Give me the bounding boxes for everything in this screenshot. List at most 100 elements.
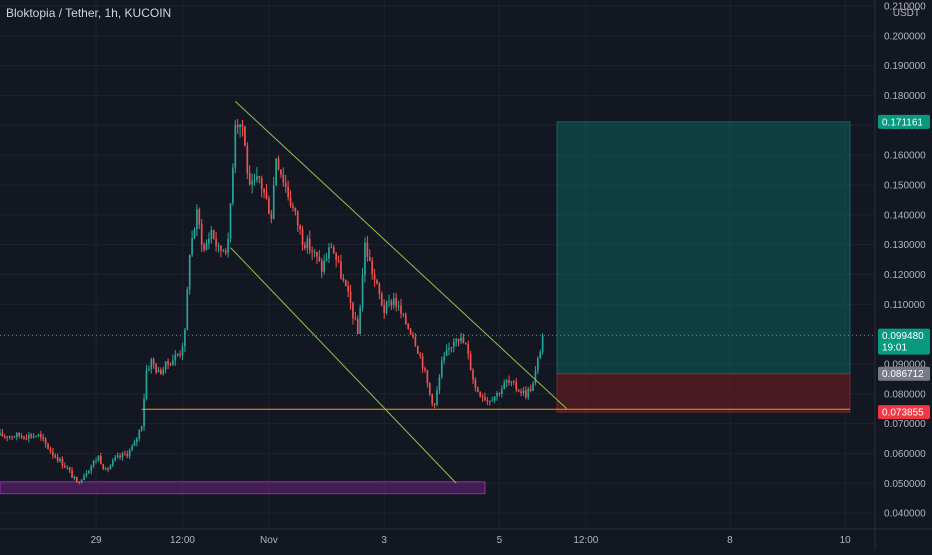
candle-body: [443, 355, 446, 361]
candle-body: [356, 319, 359, 334]
candle-body: [1, 432, 4, 437]
y-tick-label: 0.130000: [884, 240, 926, 251]
x-tick-label: 5: [497, 535, 503, 546]
candle-body: [244, 126, 246, 146]
candle-body: [323, 260, 325, 272]
candle-body: [100, 455, 102, 465]
candle-body: [409, 328, 412, 335]
grid: [0, 0, 874, 528]
candle-body: [289, 196, 292, 206]
candle-body: [472, 370, 474, 380]
x-tick-label: 29: [90, 535, 102, 546]
candle-body: [116, 455, 119, 458]
candle-body: [248, 173, 251, 185]
candle-body: [275, 158, 277, 186]
candle-body: [37, 434, 40, 437]
candle-body: [126, 454, 129, 457]
candle-body: [83, 475, 85, 480]
x-tick-label: 12:00: [170, 535, 195, 546]
candle-body: [253, 180, 256, 182]
candle-body: [61, 458, 64, 466]
candle-body: [3, 436, 6, 438]
candle-body: [200, 224, 203, 245]
candle-body: [400, 305, 402, 314]
candle-body: [344, 279, 347, 286]
candle-body: [80, 479, 83, 483]
candle-body: [486, 399, 489, 401]
countdown-label: 19:01: [882, 343, 907, 354]
candle-body: [63, 465, 66, 468]
candle-body: [426, 370, 429, 384]
candle-body: [51, 451, 54, 456]
candle-body: [107, 468, 109, 470]
candle-body: [448, 348, 450, 350]
candle-body: [457, 338, 460, 342]
y-tick-label: 0.160000: [884, 151, 926, 162]
y-tick-label: 0.060000: [884, 449, 926, 460]
y-tick-label: 0.110000: [884, 300, 925, 311]
candle-body: [380, 293, 383, 306]
candle-body: [27, 434, 30, 439]
candle-body: [460, 337, 462, 342]
y-tick-label: 0.210000: [884, 1, 926, 12]
candle-body: [445, 349, 448, 356]
candle-body: [395, 298, 398, 307]
candle-body: [517, 389, 520, 392]
demand-zone: [0, 481, 486, 495]
candle-body: [498, 392, 501, 395]
candle-body: [280, 169, 282, 175]
candle-body: [229, 202, 232, 239]
candle-body: [114, 457, 117, 461]
candle-body: [520, 391, 522, 393]
time-axis: 29 12:00 Nov 3 5 12:00 8 10: [90, 535, 851, 546]
price-tag: [878, 366, 930, 381]
y-tick-label: 0.070000: [884, 419, 926, 430]
y-tick-label: 0.140000: [884, 210, 926, 221]
candle-body: [282, 174, 285, 183]
candle-body: [256, 176, 258, 181]
candle-body: [294, 207, 297, 212]
price-unit: USDT: [892, 8, 920, 19]
y-tick-label: 0.200000: [884, 31, 926, 42]
candle-body: [88, 471, 90, 474]
candle-body: [104, 468, 107, 470]
candle-body: [56, 457, 59, 462]
candle-body: [260, 177, 263, 189]
candle-body: [383, 305, 386, 313]
candle-body: [296, 211, 299, 226]
candle-body: [330, 247, 333, 249]
candle-body: [539, 351, 542, 359]
price-tag: [878, 405, 930, 420]
candle-body: [493, 396, 496, 401]
candle-body: [510, 381, 513, 383]
candle-body: [366, 242, 369, 257]
candle-body: [145, 370, 148, 399]
candle-body: [169, 364, 172, 366]
candle-body: [496, 392, 498, 397]
candle-body: [500, 388, 503, 395]
candle-body: [304, 244, 306, 249]
candle-body: [522, 390, 525, 393]
candle-body: [241, 124, 244, 127]
candle-body: [268, 198, 270, 214]
candle-body: [23, 436, 25, 439]
candle-body: [18, 432, 21, 437]
candle-body: [270, 213, 273, 220]
candle-body: [342, 278, 345, 280]
y-tick-label: 0.050000: [884, 479, 926, 490]
candle-body: [508, 380, 510, 383]
symbol-title[interactable]: Bloktopia / Tether, 1h, KUCOIN: [6, 6, 172, 20]
candle-body: [172, 360, 174, 366]
candle-body: [376, 280, 378, 284]
candle-body: [131, 445, 133, 450]
candle-body: [138, 429, 141, 439]
candle-body: [184, 329, 186, 347]
candle-body: [272, 185, 275, 220]
candle-body: [186, 289, 189, 330]
candle-body: [469, 353, 472, 371]
candle-body: [217, 245, 220, 247]
